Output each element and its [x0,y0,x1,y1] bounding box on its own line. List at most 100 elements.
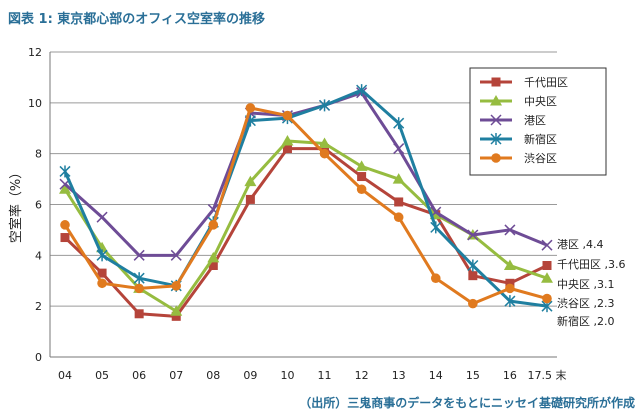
y-tick-label: 0 [35,351,42,364]
data-point [355,160,368,171]
data-point [97,278,107,289]
data-point [245,194,255,204]
data-point [60,233,70,243]
data-point [320,144,330,154]
data-point [356,184,367,195]
data-point [393,117,405,130]
legend-item: 港区 [480,114,546,127]
x-tick-label: 17.5 末 [528,368,567,382]
data-point [134,309,144,319]
x-tick-label: 06 [132,369,146,382]
legend-label: 中央区 [524,95,557,108]
x-tick-label: 08 [206,369,220,382]
data-point [490,133,502,145]
data-point [468,271,478,281]
end-labels: 港区 ,4.4 千代田区 ,3.6 中央区 ,3.1 渋谷区 ,2.3 新宿区 ,2.0 [557,238,626,328]
data-point [96,211,108,223]
x-tick-label: 12 [355,369,369,382]
data-point [542,261,552,270]
legend-label: 千代田区 [524,76,568,89]
data-point [541,239,553,251]
source-note: （出所）三鬼商事のデータをもとにニッセイ基礎研究所が作成 [299,396,635,410]
data-point [490,114,502,126]
x-tick-label: 14 [429,369,443,382]
data-point [281,134,294,146]
data-point [60,220,70,230]
series-line [63,147,548,318]
legend-item: 千代田区 [480,76,568,89]
x-tick-label: 04 [58,369,72,382]
data-point [394,197,404,207]
x-tick-label: 10 [280,369,294,382]
data-point [319,99,331,112]
data-point [133,272,145,285]
data-point [393,212,404,223]
data-point [97,268,107,278]
series-layer [59,84,553,321]
y-tick-label: 8 [35,148,42,161]
x-tick-label: 07 [169,369,183,382]
data-point [503,259,516,270]
data-point [319,148,330,159]
data-point [171,281,182,291]
data-point [392,173,405,184]
data-point [468,298,478,309]
x-tick-label: 16 [503,369,517,382]
data-point [542,293,552,304]
legend-label: 港区 [524,114,546,127]
y-tick-label: 10 [28,97,42,110]
data-point [356,84,368,97]
data-point [505,283,515,294]
x-tick-label: 15 [466,369,480,382]
x-tick-label: 05 [95,369,109,382]
data-point [245,103,256,113]
data-point [430,221,442,234]
series-4 [60,103,552,309]
data-point [59,165,71,178]
series-line [63,88,548,308]
y-tick-label: 12 [28,46,42,59]
axes: 0 2 4 6 8 10 12 04 05 06 07 08 09 10 11 12 13 14 15 16 17.5 … [8,46,567,382]
data-point [170,249,182,261]
x-tick-label: 11 [318,369,332,382]
data-point [491,153,501,163]
end-label: 千代田区 ,3.6 [557,258,626,271]
data-point [490,95,502,106]
data-point [282,110,293,121]
data-point [59,183,71,194]
legend-label: 渋谷区 [524,152,557,165]
data-point [208,261,218,270]
end-label: 中央区 ,3.1 [557,278,615,291]
data-point [467,229,479,241]
data-point [134,283,144,294]
data-point [467,259,479,272]
data-point [430,273,441,284]
y-tick-label: 6 [35,199,42,212]
x-tick-label: 09 [243,369,257,382]
end-label: 新宿区 ,2.0 [557,314,615,328]
legend-item: 中央区 [480,95,557,108]
data-point [318,137,331,148]
legend-item: 渋谷区 [480,152,557,165]
data-point [133,249,145,261]
legend-label: 新宿区 [524,132,557,146]
y-tick-label: 4 [35,249,42,262]
x-tick-label: 13 [392,369,406,382]
data-point [171,311,181,321]
end-label: 港区 ,4.4 [557,238,604,251]
data-point [170,305,183,316]
y-axis-label: 空室率（%） [8,166,24,243]
data-point [208,220,219,230]
end-label: 渋谷区 ,2.3 [557,297,615,310]
figure-title: 図表 1: 東京都心部のオフィス空室率の推移 [8,12,266,27]
data-point [96,249,108,262]
y-tick-label: 2 [35,300,42,313]
data-point [357,172,367,182]
series-line [63,106,548,306]
data-point [541,272,553,283]
legend-item: 新宿区 [480,132,557,146]
data-point [244,175,257,187]
data-point [491,77,501,87]
